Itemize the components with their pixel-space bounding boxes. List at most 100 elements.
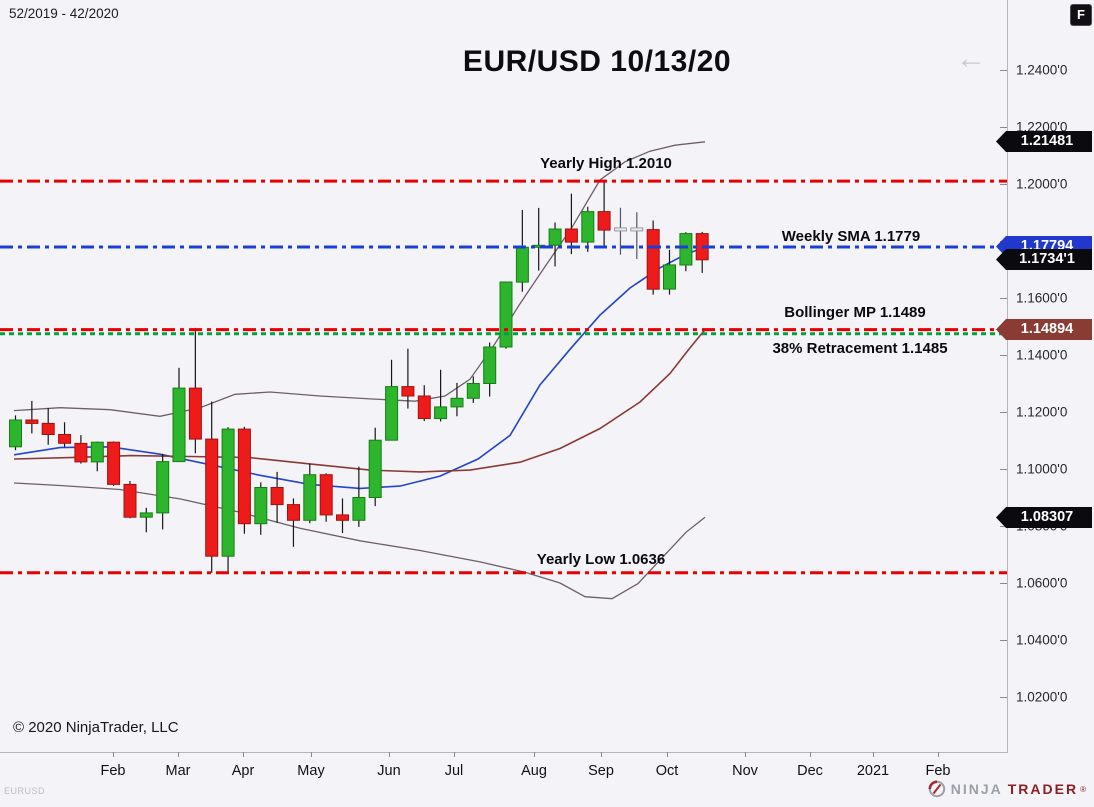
time-tick (113, 752, 114, 757)
candle-body (466, 383, 480, 399)
candle (401, 348, 415, 409)
candle (352, 466, 366, 527)
candle (695, 231, 709, 273)
candle (417, 385, 431, 422)
candle (237, 426, 251, 534)
time-axis-border (0, 752, 1008, 753)
candle-body (270, 487, 284, 506)
candle (90, 441, 104, 472)
candle-body (515, 246, 529, 283)
candle (74, 435, 88, 464)
month-label: Nov (732, 763, 758, 779)
month-label: May (297, 763, 325, 779)
candle-body (172, 387, 186, 463)
candle-body (597, 211, 611, 231)
candle (287, 498, 300, 547)
candle (336, 498, 349, 534)
price-tick (1000, 526, 1007, 527)
price-tick (1000, 298, 1007, 299)
price-tick (1000, 583, 1007, 584)
price-tick-label: 1.0200'0 (1016, 689, 1068, 705)
copyright-label: © 2020 NinjaTrader, LLC (13, 719, 179, 736)
candle-body (74, 442, 88, 463)
candle (221, 427, 235, 573)
go-to-last-bar-arrow-icon[interactable]: ← (956, 42, 986, 75)
price-tick (1000, 640, 1007, 641)
candle (368, 427, 382, 507)
candle (303, 463, 317, 524)
candle (139, 507, 153, 533)
candle-body (336, 514, 349, 521)
candle-body (385, 386, 399, 441)
candle-body (58, 434, 72, 444)
month-label: Aug (521, 763, 547, 779)
candle (188, 327, 202, 454)
candle-body (352, 497, 366, 521)
candle (483, 342, 497, 397)
candle-body (368, 439, 382, 499)
candle-body (663, 264, 676, 290)
month-label: Jun (377, 763, 401, 779)
brand-ninja-text: NINJA (950, 781, 1003, 797)
indicator-bollinger-mid (13, 329, 706, 473)
candle (597, 180, 611, 247)
candle (385, 359, 399, 441)
month-label: Jul (444, 763, 464, 779)
month-label: 2021 (856, 763, 890, 779)
candle (172, 367, 186, 463)
candle (450, 382, 464, 417)
candle-body (139, 512, 153, 518)
month-label: Feb (100, 763, 126, 779)
candle-body (434, 406, 448, 420)
candle-body (483, 346, 497, 384)
candle-body (646, 229, 660, 290)
price-tick-label: 1.1600'0 (1016, 290, 1068, 306)
candle (679, 232, 693, 272)
price-tick-label: 1.2200'0 (1016, 119, 1068, 135)
time-tick (534, 752, 535, 757)
price-badge-bollinger-mid: 1.14894 (996, 319, 1092, 340)
time-tick (745, 752, 746, 757)
brand-trader-text: TRADER (1007, 781, 1079, 797)
f-window-icon[interactable]: F (1071, 5, 1091, 25)
candle (9, 415, 22, 451)
candle-body (499, 281, 513, 348)
time-tick (243, 752, 244, 757)
candle (515, 209, 529, 292)
price-tick-label: 1.2000'0 (1016, 176, 1068, 192)
candle (434, 369, 448, 422)
candle-body (9, 419, 22, 448)
candle-body (450, 397, 464, 408)
price-tick (1000, 127, 1007, 128)
month-label: Apr (231, 763, 255, 779)
candle-body (581, 211, 595, 243)
price-tick-label: 1.0600'0 (1016, 575, 1068, 591)
candle (630, 212, 644, 259)
price-badge-bollinger-lower: 1.08307 (996, 507, 1092, 528)
candle (58, 422, 72, 448)
candle (254, 482, 268, 535)
candle (123, 481, 137, 519)
indicator-bollinger-upper (13, 141, 706, 417)
candle-body (401, 386, 415, 397)
price-tick-label: 1.1400'0 (1016, 347, 1068, 363)
time-tick (667, 752, 668, 757)
candle (270, 471, 284, 523)
time-tick (454, 752, 455, 757)
chart-canvas[interactable] (0, 0, 1008, 753)
candle-body (417, 395, 431, 419)
candle (532, 207, 546, 271)
candle (25, 400, 39, 434)
price-tick (1000, 70, 1007, 71)
time-tick (810, 752, 811, 757)
candle-body (221, 428, 235, 557)
candle-body (287, 504, 300, 521)
month-label: Mar (165, 763, 191, 779)
page-title: EUR/USD 10/13/20 (462, 45, 732, 78)
candle-body (156, 461, 170, 514)
candle-body (41, 422, 55, 435)
candle (646, 220, 660, 295)
brand-registered-mark: ® (1080, 784, 1086, 794)
annotation-label: Weekly SMA 1.1779 (781, 228, 921, 245)
candle-body (237, 428, 251, 525)
